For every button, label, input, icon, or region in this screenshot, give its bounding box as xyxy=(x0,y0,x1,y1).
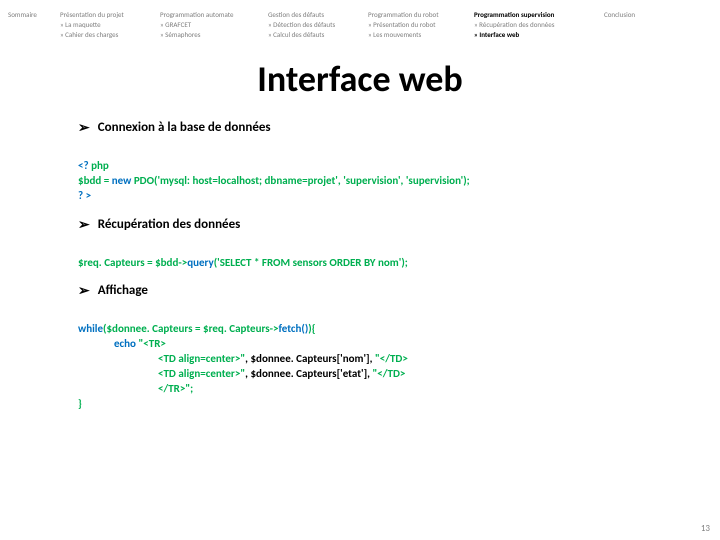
nav-sub: » La maquette xyxy=(60,20,150,30)
code-token: ){ xyxy=(308,322,315,335)
chevron-right-icon: ➢ xyxy=(78,216,90,233)
section-heading-3: ➢ Affichage xyxy=(78,282,650,299)
code-token: ('SELECT * FROM sensors ORDER BY nom'); xyxy=(214,256,408,269)
nav-title: Programmation supervision xyxy=(474,10,594,20)
nav-robot[interactable]: Programmation du robot » Présentation du… xyxy=(368,10,464,39)
code-block-3: while($donnee. Capteurs = $req. Capteurs… xyxy=(78,307,650,411)
code-token: <TD align=center>" xyxy=(158,367,245,380)
code-token: php xyxy=(91,159,109,172)
nav-title: Programmation automate xyxy=(160,10,258,20)
nav-conclusion[interactable]: Conclusion xyxy=(604,10,654,39)
content: ➢ Connexion à la base de données <? php … xyxy=(0,119,720,411)
nav-title: Sommaire xyxy=(8,10,50,20)
nav-sub: » GRAFCET xyxy=(160,20,258,30)
nav-title: Présentation du projet xyxy=(60,10,150,20)
heading-text: Affichage xyxy=(98,283,148,298)
code-token: , $donnee. Capteurs['nom'], xyxy=(245,352,375,365)
nav-sub: » Cahier des charges xyxy=(60,30,150,40)
nav-title: Conclusion xyxy=(604,10,654,20)
nav-title: Gestion des défauts xyxy=(268,10,358,20)
code-token: ($donnee. Capteurs = $req. Capteurs-> xyxy=(103,322,278,335)
code-token: "</TD> xyxy=(375,352,408,365)
code-token: fetch() xyxy=(279,322,309,335)
code-token: "</TD> xyxy=(372,367,405,380)
code-token: <? xyxy=(78,159,91,172)
page-number: 13 xyxy=(701,523,710,534)
nav-automate[interactable]: Programmation automate » GRAFCET » Sémap… xyxy=(160,10,258,39)
nav-sub: » Détection des défauts xyxy=(268,20,358,30)
chevron-right-icon: ➢ xyxy=(78,119,90,136)
code-token: } xyxy=(78,397,82,410)
code-token: "<TR> xyxy=(138,337,165,350)
code-token: $req. Capteurs = $bdd-> xyxy=(78,256,187,269)
code-token: , $donnee. Capteurs['etat'], xyxy=(245,367,372,380)
nav-sub: » Les mouvements xyxy=(368,30,464,40)
nav-title: Programmation du robot xyxy=(368,10,464,20)
section-heading-1: ➢ Connexion à la base de données xyxy=(78,119,650,136)
chevron-right-icon: ➢ xyxy=(78,282,90,299)
code-token: $bdd = xyxy=(78,174,112,187)
nav-defauts[interactable]: Gestion des défauts » Détection des défa… xyxy=(268,10,358,39)
code-token: </TR>"; xyxy=(158,382,193,395)
code-token: echo xyxy=(114,337,138,350)
nav-sommaire[interactable]: Sommaire xyxy=(8,10,50,39)
nav-presentation[interactable]: Présentation du projet » La maquette » C… xyxy=(60,10,150,39)
page-title: Interface web xyxy=(0,57,720,101)
heading-text: Connexion à la base de données xyxy=(98,120,271,135)
section-heading-2: ➢ Récupération des données xyxy=(78,216,650,233)
code-token: new xyxy=(112,174,134,187)
top-nav: Sommaire Présentation du projet » La maq… xyxy=(0,0,720,43)
code-block-2: $req. Capteurs = $bdd->query('SELECT * F… xyxy=(78,241,650,271)
code-token: ? > xyxy=(78,189,91,202)
code-token: while xyxy=(78,322,103,335)
nav-sub: » Présentation du robot xyxy=(368,20,464,30)
nav-sub: » Calcul des défauts xyxy=(268,30,358,40)
code-token: PDO('mysql: host=localhost; dbname=proje… xyxy=(134,174,470,187)
nav-sub: » Interface web xyxy=(474,30,594,40)
code-token: <TD align=center>" xyxy=(158,352,245,365)
nav-sub: » Sémaphores xyxy=(160,30,258,40)
code-block-1: <? php $bdd = new PDO('mysql: host=local… xyxy=(78,144,650,203)
code-token: query xyxy=(187,256,214,269)
heading-text: Récupération des données xyxy=(98,217,241,232)
nav-supervision[interactable]: Programmation supervision » Récupération… xyxy=(474,10,594,39)
nav-sub: » Récupération des données xyxy=(474,20,594,30)
